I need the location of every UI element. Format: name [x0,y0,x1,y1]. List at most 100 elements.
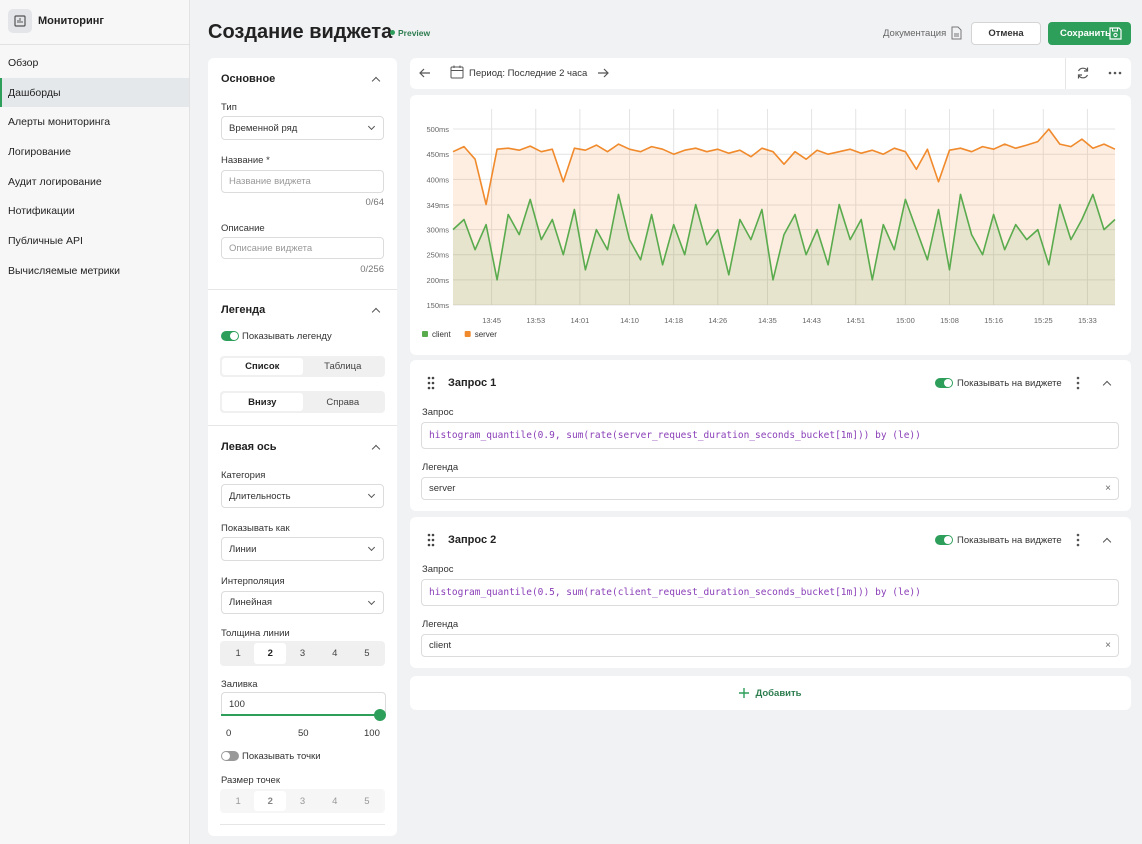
toggle-label: Показывать на виджете [957,378,1062,389]
nav-item[interactable]: Публичные API [8,234,83,247]
show-as-select[interactable]: Линии [221,537,384,561]
collapse[interactable] [1102,380,1112,390]
chart: 150ms 200ms 250ms 300ms 349ms 400ms 450ms 500ms… [422,109,1116,339]
desc-input[interactable]: Описание виджета [221,237,384,259]
toggle[interactable] [221,751,239,761]
sidebar: Мониторинг Обзор Дашборды Алерты мониторин… [0,0,190,844]
label: Показывать как [221,523,290,534]
legend-input[interactable]: server × [421,477,1119,500]
option[interactable]: 1 [235,795,241,807]
calendar-icon [450,65,464,79]
divider [0,44,190,45]
collapse[interactable] [371,76,381,86]
nav-item[interactable]: Дашборды [0,77,189,108]
label: Толщина линии [221,628,290,639]
settings-panel: Основное Тип Временной ряд Название * На… [208,58,397,836]
tab[interactable]: Таблица [324,361,362,372]
chevron [367,490,376,499]
clear-button[interactable]: × [1105,483,1111,494]
area [453,194,1115,305]
page-title: Создание виджета [208,21,393,43]
nav-item[interactable]: Нотификации [8,205,75,218]
name-input[interactable]: Название виджета [221,170,384,193]
query-input[interactable]: histogram_quantile(0.5, sum(rate(client_… [421,579,1119,606]
category-select[interactable]: Длительность [221,484,384,508]
nav-item[interactable]: Вычисляемые метрики [8,264,120,277]
query-card: Запрос 2 Показывать на виджете Запрос histo… [410,517,1131,668]
refresh-button[interactable] [1076,66,1090,80]
y-tick-label: 500ms [426,125,449,134]
nav-item[interactable]: Алерты мониторинга [8,116,111,129]
width-options: 1 2 3 4 5 [220,641,385,666]
toggle[interactable] [935,378,953,388]
option[interactable]: 2 [254,791,287,811]
label: Легенда [422,619,459,630]
nav-item[interactable]: Обзор [8,56,39,69]
option[interactable]: 4 [332,795,338,807]
prev-button[interactable] [418,67,432,79]
option[interactable]: 3 [299,648,306,659]
interp-select[interactable]: Линейная [221,591,384,614]
collapse[interactable] [371,444,381,454]
slider-knob[interactable] [374,709,386,721]
legend-text: client [429,640,452,651]
x-tick-label: 14:35 [758,316,777,325]
add-button[interactable]: Добавить [410,676,1131,710]
toggle[interactable] [935,535,953,545]
toggle[interactable] [221,331,239,341]
slider-tick: 100 [364,728,380,739]
section-title: Легенда [221,304,266,316]
y-tick-label: 400ms [426,175,449,184]
line [452,128,1116,206]
tab[interactable]: Внизу [222,393,303,411]
period[interactable]: Период: Последние 2 часа [469,68,588,79]
placeholder: Описание виджета [229,242,313,254]
more-button[interactable] [1076,376,1080,390]
x-tick-label: 15:08 [940,316,959,325]
collapse[interactable] [1102,537,1112,547]
y-tick-label: 200ms [426,276,449,285]
option[interactable]: 4 [332,648,338,659]
clear-button[interactable]: × [1105,640,1111,651]
divider [208,289,397,290]
drag-handle[interactable] [427,533,435,547]
label: Запрос [422,407,454,418]
badge-dot [390,30,395,35]
collapse[interactable] [371,307,381,317]
nav-item[interactable]: Аудит логирование [8,175,102,188]
query-input[interactable]: histogram_quantile(0.9, sum(rate(server_… [421,422,1119,449]
option[interactable]: 2 [254,643,287,664]
cancel-button[interactable]: Отмена [971,22,1041,45]
chevron [367,122,376,131]
label: Описание [221,223,265,234]
x-tick-label: 15:16 [984,316,1003,325]
placeholder: Название виджета [229,176,311,187]
tab[interactable]: Список [222,358,303,375]
drag-handle[interactable] [427,376,435,390]
nav-item[interactable]: Логирование [8,145,71,158]
option[interactable]: 5 [364,648,370,659]
type-select[interactable]: Временной ряд [221,116,384,140]
fill-input[interactable]: 100 [221,692,386,716]
add-label: Добавить [755,687,802,699]
app-icon [8,9,32,33]
value: Линейная [229,597,273,608]
next-button[interactable] [596,67,610,79]
legend-input[interactable]: client × [421,634,1119,657]
more-button[interactable] [1108,71,1122,75]
option[interactable]: 5 [364,795,370,807]
label: Название * [221,155,270,166]
chevron [367,543,376,552]
docs-link[interactable]: Документация [883,28,947,39]
toggle-label: Показывать на виджете [957,535,1062,546]
position-tabs: Внизу Справа [220,391,385,413]
divider [1065,58,1066,89]
slider-tick: 0 [226,728,232,739]
option[interactable]: 3 [299,795,306,807]
option[interactable]: 1 [235,648,241,659]
save-button[interactable]: Сохранить [1048,22,1131,45]
section-title: Левая ось [221,441,277,453]
x-tick-label: 14:26 [708,316,727,325]
more-button[interactable] [1076,533,1080,547]
tab[interactable]: Справа [326,396,360,408]
